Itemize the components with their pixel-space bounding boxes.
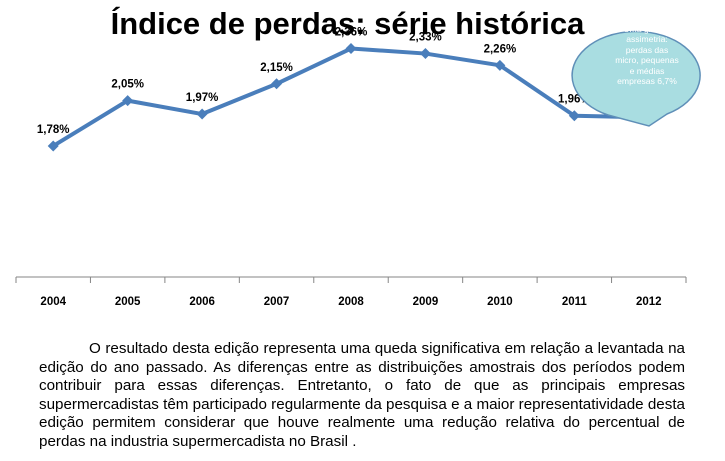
x-tick-label: 2008	[338, 296, 364, 308]
data-label: 2,36%	[335, 27, 368, 39]
data-point-marker	[122, 95, 134, 107]
x-tick-label: 2006	[189, 296, 215, 308]
data-point-marker	[345, 43, 357, 55]
body-paragraph: O resultado desta edição representa uma …	[39, 340, 685, 452]
callout-line: micro, pequenas	[615, 55, 679, 66]
x-axis-ticks	[15, 277, 687, 283]
data-label: 2,15%	[260, 62, 293, 74]
data-point-marker	[196, 108, 208, 120]
data-label: 2,05%	[111, 79, 144, 91]
data-label: 1,97%	[186, 92, 219, 104]
data-label: 1,78%	[37, 124, 70, 136]
data-point-marker	[47, 140, 59, 152]
callout-text: Uma grande assimetria: perdas das micro,…	[589, 24, 705, 86]
data-point-marker	[419, 48, 431, 60]
x-tick-labels: 2004 2005 2006 2007 2008 2009 2010 2011 2012	[40, 296, 661, 308]
x-tick-label: 2010	[487, 296, 513, 308]
data-label: 2,33%	[409, 32, 442, 44]
data-label: 2,26%	[484, 43, 517, 55]
body-text: O resultado desta edição representa uma …	[39, 340, 685, 450]
callout-bubble	[571, 30, 701, 127]
data-point-marker	[568, 110, 580, 122]
callout-line: empresas 6,7%	[617, 76, 677, 87]
x-tick-label: 2012	[636, 296, 662, 308]
callout-line: perdas das	[625, 44, 669, 55]
x-tick-label: 2004	[40, 296, 66, 308]
x-tick-label: 2011	[562, 296, 588, 308]
data-point-marker	[271, 78, 283, 90]
x-tick-label: 2009	[413, 296, 439, 308]
x-tick-label: 2007	[264, 296, 290, 308]
callout-line: Uma grande	[623, 24, 671, 34]
line-chart: 1,78%2,05%1,97%2,15%2,36% 2,33%2,26%1,96%…	[15, 27, 701, 308]
callout-line: e médias	[629, 65, 665, 76]
x-tick-label: 2005	[115, 296, 141, 308]
slide-title: Índice de perdas: série histórica	[110, 6, 585, 41]
data-labels: 1,78%2,05%1,97%2,15%2,36% 2,33%2,26%1,96%…	[37, 27, 665, 136]
data-point-marker	[494, 59, 506, 71]
callout-line: assimetria:	[626, 34, 668, 45]
